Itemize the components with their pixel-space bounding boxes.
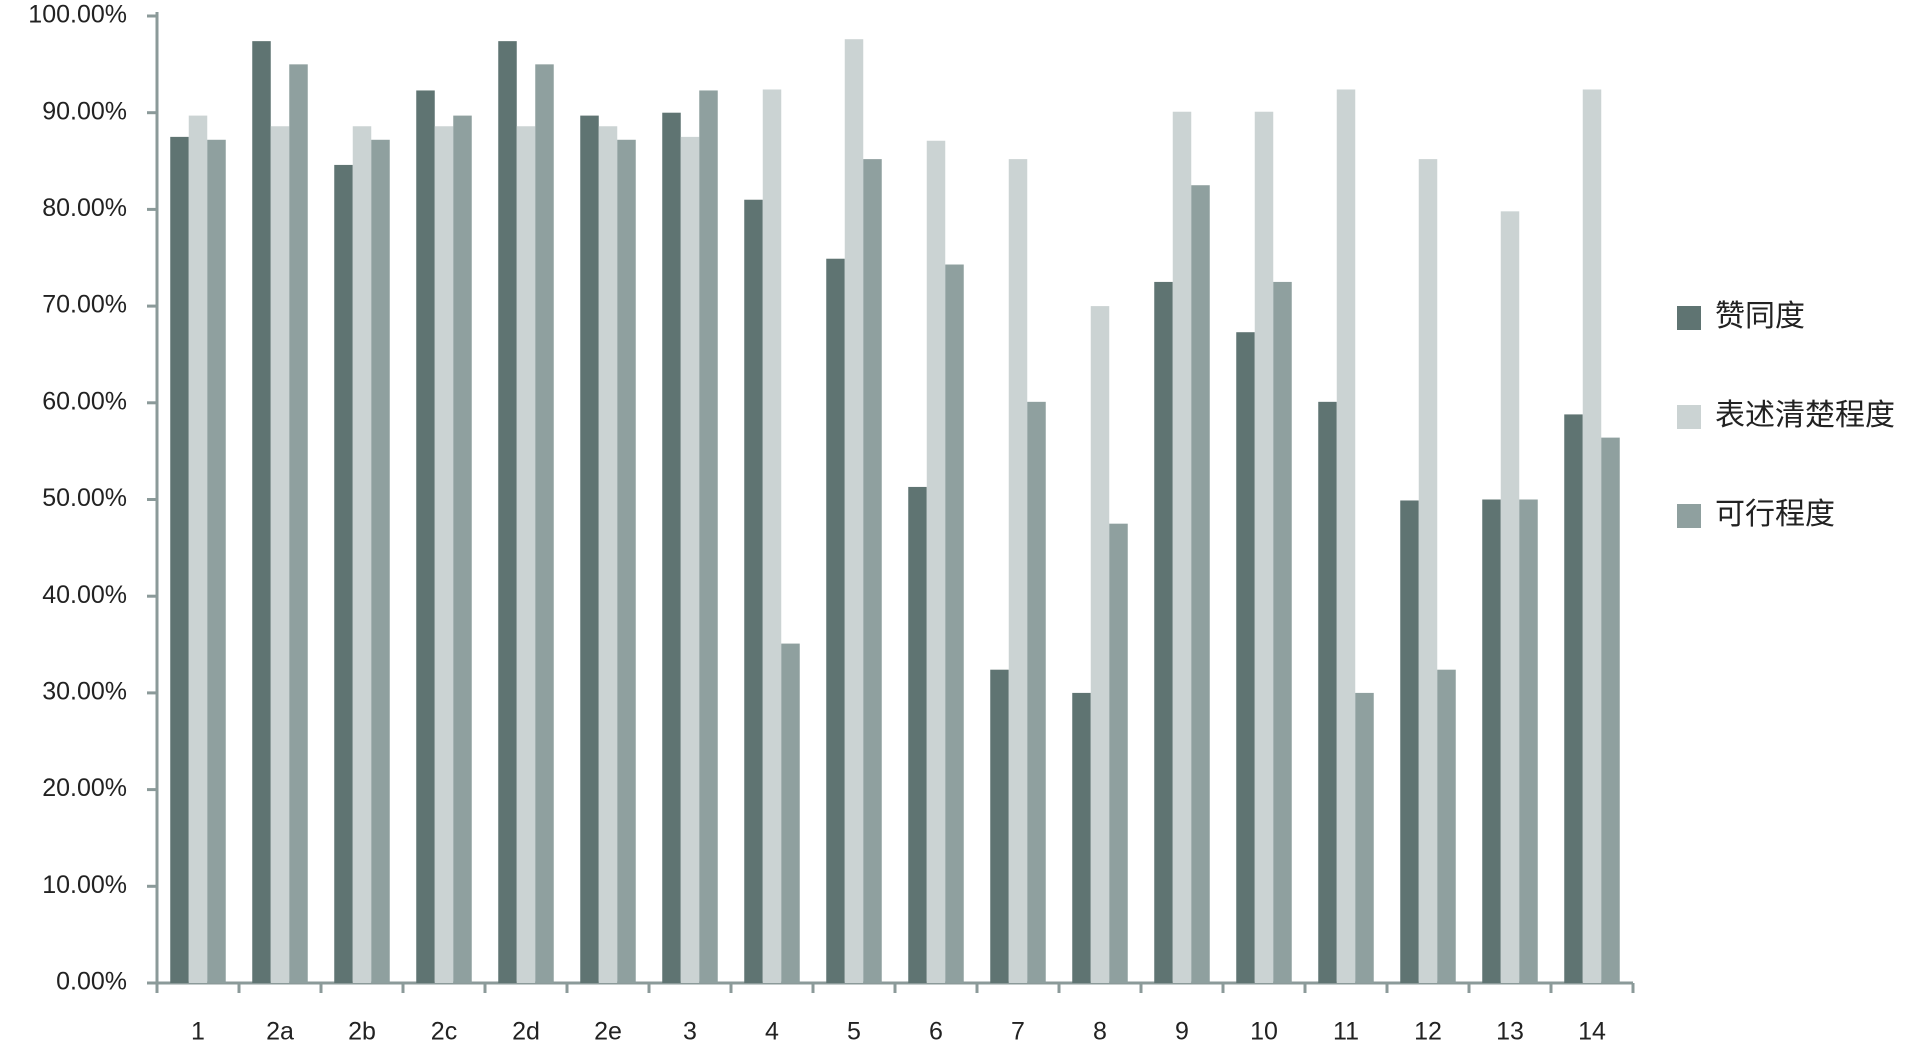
bar [516, 126, 536, 984]
bar [1500, 211, 1520, 984]
bar [990, 669, 1009, 983]
y-tick-label: 80.00% [42, 194, 127, 222]
bar [908, 486, 927, 983]
legend-label: 可行程度 [1715, 498, 1835, 531]
bar [699, 90, 718, 984]
x-tick-label: 14 [1578, 1018, 1606, 1046]
bar [1154, 281, 1173, 983]
bar [1109, 523, 1128, 983]
legend-swatch [1677, 405, 1701, 429]
x-tick-label: 1 [191, 1018, 205, 1046]
bar [1482, 499, 1501, 983]
bar [535, 64, 554, 984]
legend-label: 表述清楚程度 [1715, 399, 1895, 432]
x-tick-label: 4 [765, 1018, 779, 1046]
bar [188, 115, 208, 983]
bar [844, 39, 864, 983]
bar [453, 115, 472, 983]
bar [252, 41, 271, 984]
bar [680, 136, 700, 983]
y-tick-label: 20.00% [42, 774, 127, 802]
bar [1519, 499, 1538, 983]
x-tick-label: 11 [1333, 1018, 1359, 1046]
x-tick-label: 3 [683, 1018, 697, 1046]
bar [1273, 281, 1292, 983]
y-tick-label: 70.00% [42, 291, 127, 319]
y-tick-label: 100.00% [28, 1, 127, 29]
bar [1318, 401, 1337, 983]
x-tick-label: 8 [1093, 1018, 1107, 1046]
y-tick-label: 0.00% [56, 968, 127, 996]
bar [289, 64, 308, 984]
bar [1027, 401, 1046, 983]
x-tick-label: 2b [348, 1018, 376, 1046]
bar [371, 139, 390, 983]
bar [1072, 692, 1091, 983]
bar [1236, 332, 1255, 984]
y-tick-label: 40.00% [42, 581, 127, 609]
x-tick-label: 2d [512, 1018, 540, 1046]
x-tick-label: 2a [266, 1018, 294, 1046]
bar [1601, 437, 1620, 983]
y-tick-label: 90.00% [42, 97, 127, 125]
bar [1437, 669, 1456, 983]
x-tick-label: 12 [1414, 1018, 1442, 1046]
bar [170, 136, 189, 983]
x-tick-label: 6 [929, 1018, 943, 1046]
bar [434, 126, 454, 984]
bar [1355, 692, 1374, 983]
bar [207, 139, 226, 983]
bar [334, 164, 353, 984]
bar [416, 90, 435, 984]
bar [1564, 414, 1583, 983]
bar [926, 140, 946, 984]
bar [1400, 500, 1419, 983]
bar [744, 199, 763, 984]
bar [1008, 159, 1028, 984]
bar [352, 126, 372, 984]
y-tick-label: 50.00% [42, 484, 127, 512]
x-tick-label: 5 [847, 1018, 861, 1046]
bar [270, 126, 290, 984]
bar [863, 159, 882, 984]
legend-label: 赞同度 [1715, 300, 1805, 333]
x-tick-label: 2e [594, 1018, 622, 1046]
bar [1090, 306, 1110, 984]
x-tick-label: 7 [1011, 1018, 1025, 1046]
bar [762, 89, 782, 983]
bar [1191, 185, 1210, 984]
y-tick-label: 10.00% [42, 871, 127, 899]
x-tick-label: 9 [1175, 1018, 1189, 1046]
legend-swatch [1677, 504, 1701, 528]
y-tick-label: 60.00% [42, 387, 127, 415]
bar [498, 41, 517, 984]
x-tick-label: 13 [1496, 1018, 1524, 1046]
bar [1336, 89, 1356, 983]
bar [1254, 111, 1274, 983]
bar [1418, 159, 1438, 984]
bar [781, 643, 800, 983]
y-tick-label: 30.00% [42, 678, 127, 706]
bar [662, 112, 681, 983]
bar [598, 126, 618, 984]
bar [580, 115, 599, 983]
x-tick-label: 10 [1250, 1018, 1278, 1046]
bar [945, 264, 964, 983]
legend-swatch [1677, 306, 1701, 330]
bar [1582, 89, 1602, 983]
bar [1172, 111, 1192, 983]
bar [617, 139, 636, 983]
bar [826, 258, 845, 983]
x-tick-label: 2c [431, 1018, 457, 1046]
